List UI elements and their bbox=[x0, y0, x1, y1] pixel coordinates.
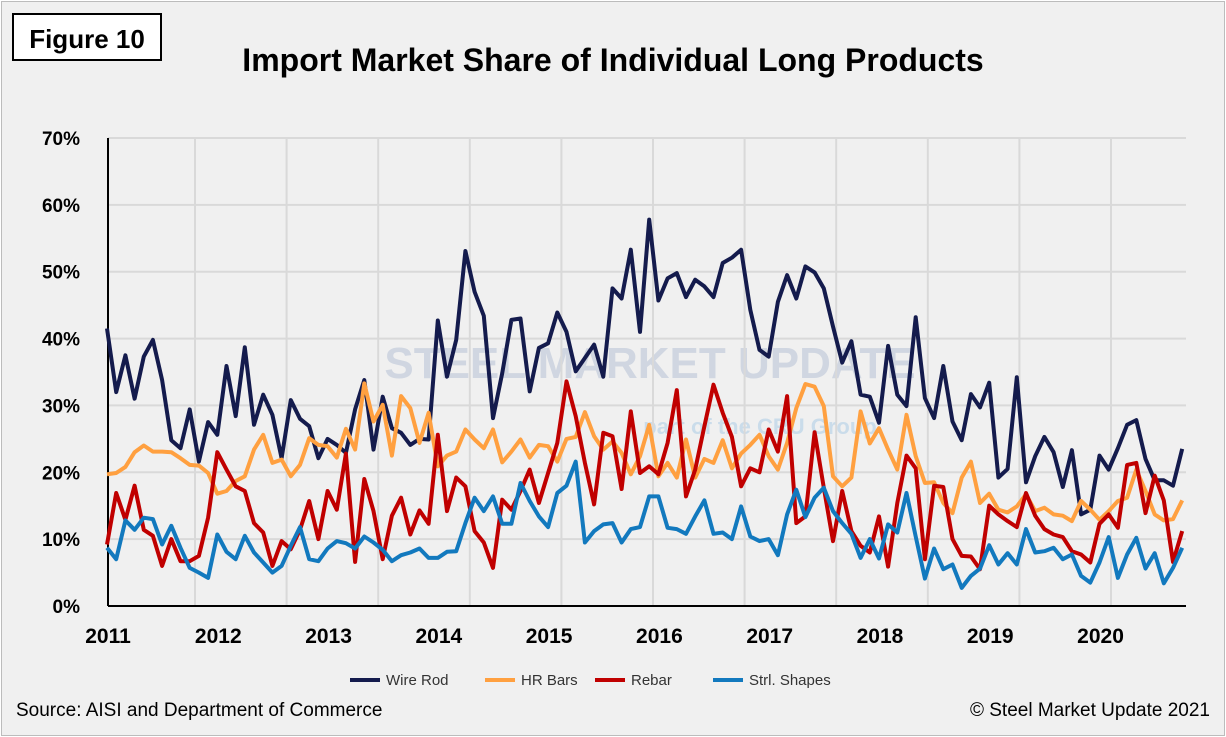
legend-label: Rebar bbox=[631, 672, 672, 689]
x-tick-label: 2012 bbox=[195, 625, 242, 648]
y-tick-label: 60% bbox=[42, 196, 80, 217]
y-tick-label: 0% bbox=[53, 597, 81, 618]
legend-label: HR Bars bbox=[521, 672, 578, 689]
legend-label: Wire Rod bbox=[386, 672, 449, 689]
x-tick-label: 2016 bbox=[636, 625, 683, 648]
x-tick-label: 2011 bbox=[85, 625, 131, 648]
source-note: Source: AISI and Department of Commerce bbox=[16, 700, 383, 721]
series-line-strl-shapes bbox=[105, 459, 1185, 590]
x-tick-label: 2013 bbox=[305, 625, 352, 648]
y-tick-label: 10% bbox=[42, 530, 80, 551]
x-tick-label: 2014 bbox=[415, 625, 462, 648]
x-tick-label: 2017 bbox=[746, 625, 793, 648]
y-tick-label: 40% bbox=[42, 330, 80, 351]
series-line-hr-bars bbox=[106, 381, 1184, 524]
y-tick-label: 50% bbox=[42, 263, 80, 284]
y-tick-label: 20% bbox=[42, 463, 80, 484]
y-tick-label: 30% bbox=[42, 396, 80, 417]
x-tick-label: 2020 bbox=[1077, 625, 1124, 648]
figure-label: Figure 10 bbox=[12, 13, 162, 61]
legend-label: Strl. Shapes bbox=[749, 672, 831, 689]
x-tick-label: 2019 bbox=[967, 625, 1014, 648]
y-tick-label: 70% bbox=[42, 129, 80, 150]
series-line-rebar bbox=[105, 379, 1185, 572]
series-line-wire-rod bbox=[105, 217, 1185, 517]
x-tick-label: 2018 bbox=[857, 625, 904, 648]
chart-title: Import Market Share of Individual Long P… bbox=[242, 42, 984, 78]
watermark-logo: STEEL MARKET UPDATE bbox=[384, 339, 915, 388]
copyright-note: © Steel Market Update 2021 bbox=[969, 700, 1210, 721]
x-tick-label: 2015 bbox=[526, 625, 573, 648]
